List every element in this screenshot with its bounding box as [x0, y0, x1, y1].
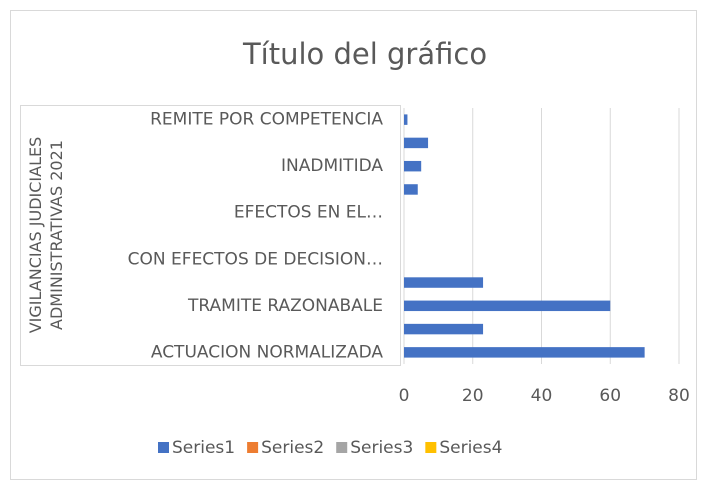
x-tick-label: 20 [462, 386, 484, 406]
legend-swatch [336, 442, 348, 453]
legend-swatch [425, 442, 437, 453]
y-tick-label: ACTUACION NORMALIZADA [151, 342, 384, 362]
x-tick-label: 40 [531, 386, 553, 406]
legend-label: Series1 [172, 438, 235, 458]
y-axis-label: VIGILANCIAS JUDICIALES ADMINISTRATIVAS 2… [26, 136, 66, 334]
axis-title-box [20, 105, 401, 366]
bar [404, 347, 645, 358]
legend-swatch [158, 442, 169, 453]
legend-label: Series4 [439, 438, 502, 458]
x-tick-label: 0 [399, 386, 410, 406]
bar [404, 160, 422, 172]
chart-border [10, 10, 697, 480]
bar [404, 277, 484, 288]
bar [404, 184, 418, 195]
legend-swatch [247, 442, 259, 453]
x-tick-label: 80 [668, 386, 690, 406]
bar [404, 114, 408, 125]
bar [404, 137, 429, 149]
y-tick-label: REMITE POR COMPETENCIA [150, 110, 383, 130]
y-tick-label: EFECTOS EN EL… [234, 203, 383, 223]
legend-label: Series2 [261, 438, 324, 458]
legend-label: Series3 [350, 438, 413, 458]
bar [404, 300, 611, 312]
chart-title: Título del gráfico [242, 37, 487, 71]
bar [404, 323, 484, 335]
y-tick-label: INADMITIDA [281, 156, 383, 176]
x-tick-label: 60 [599, 386, 621, 406]
y-tick-label: CON EFECTOS DE DECISION… [128, 249, 383, 269]
y-tick-label: TRAMITE RAZONABALE [187, 296, 383, 316]
